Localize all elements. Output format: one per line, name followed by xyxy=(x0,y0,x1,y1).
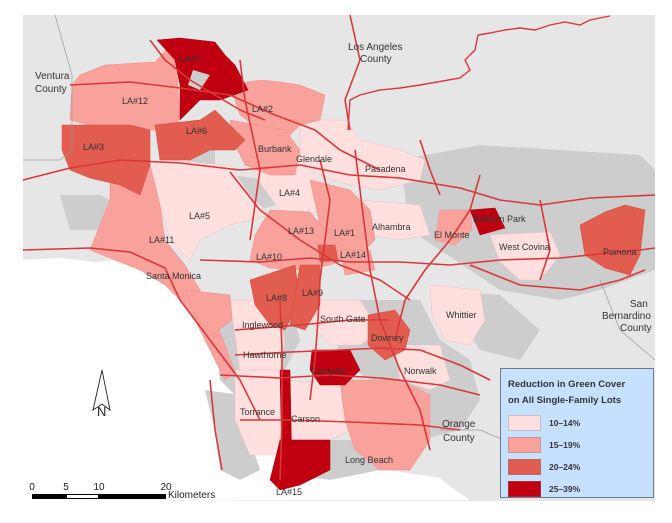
legend-swatch-10-14 xyxy=(508,414,541,431)
legend-item: 15–19% xyxy=(508,434,647,455)
legend-label: 15–19% xyxy=(549,439,581,450)
label-whittier: Whittier xyxy=(446,310,477,320)
label-downey: Downey xyxy=(371,333,404,343)
label-west-covina: West Covina xyxy=(499,242,550,252)
ocean xyxy=(23,258,470,501)
label-carson: Carson xyxy=(291,414,320,424)
label-la15: LA#15 xyxy=(276,487,302,497)
legend-item: 20–24% xyxy=(508,456,647,477)
legend-title-line2: on All Single-Family Lots xyxy=(508,395,622,406)
san-fernando-city xyxy=(188,70,210,90)
label-la3: LA#3 xyxy=(83,142,104,152)
legend-swatch-25-39 xyxy=(508,480,541,497)
label-norwalk: Norwalk xyxy=(404,366,437,376)
label-la14: LA#14 xyxy=(340,250,366,260)
label-la11: LA#11 xyxy=(149,235,174,245)
roads xyxy=(22,14,656,481)
legend-item: 10–14% xyxy=(508,412,647,433)
label-sb-county-2: Bernardino xyxy=(602,311,651,322)
scale-segment-5-10 xyxy=(66,494,99,499)
label-el-monte: El Monte xyxy=(434,230,470,240)
scale-segment-10-20 xyxy=(99,494,166,499)
legend-swatch-15-19 xyxy=(508,436,541,453)
label-la5: LA#5 xyxy=(189,211,210,221)
label-compton: Compton xyxy=(311,366,348,376)
label-la13: LA#13 xyxy=(288,226,314,236)
scale-unit: Kilometers xyxy=(168,490,216,501)
legend: Reduction in Green Cover on All Single-F… xyxy=(500,368,654,498)
label-south-gate: South Gate xyxy=(320,314,366,324)
legend-item: 25–39% xyxy=(508,478,647,499)
north-arrow-label: N xyxy=(97,404,107,419)
label-la10: LA#10 xyxy=(256,252,282,262)
scale-tick-20: 20 xyxy=(160,482,172,493)
scale-tick-10: 10 xyxy=(93,482,105,493)
label-la4: LA#4 xyxy=(279,188,300,198)
label-ventura-county-2: County xyxy=(35,84,67,95)
label-la1: LA#1 xyxy=(334,228,355,238)
scale-segment-0-5 xyxy=(32,494,66,499)
label-long-beach: Long Beach xyxy=(345,455,393,465)
legend-label: 20–24% xyxy=(549,461,581,472)
label-alhambra: Alhambra xyxy=(372,222,411,232)
label-la-county-2: County xyxy=(360,54,392,65)
label-ventura-county: Ventura xyxy=(35,71,70,82)
label-la7: LA#7 xyxy=(180,54,201,64)
legend-label: 10–14% xyxy=(549,417,581,428)
label-hawthorne: Hawthorne xyxy=(243,350,287,360)
label-torrance: Torrance xyxy=(240,407,275,417)
label-baldwin-park: Baldwin Park xyxy=(473,214,526,224)
legend-swatch-20-24 xyxy=(508,458,541,475)
label-orange-county-2: County xyxy=(443,433,475,444)
label-burbank: Burbank xyxy=(258,144,292,154)
label-orange-county: Orange xyxy=(442,419,476,430)
label-inglewood: Inglewood xyxy=(242,320,283,330)
label-la9: LA#9 xyxy=(302,288,323,298)
scale-tick-5: 5 xyxy=(63,482,69,493)
label-la12: LA#12 xyxy=(122,96,148,106)
label-santa-monica: Santa Monica xyxy=(146,271,201,281)
north-arrow-icon xyxy=(92,369,111,412)
label-sb-county-3: County xyxy=(620,323,652,334)
label-pasadena: Pasadena xyxy=(365,164,406,174)
label-la-county: Los Angeles xyxy=(348,42,403,53)
label-la2: LA#2 xyxy=(252,104,273,114)
label-la8: LA#8 xyxy=(266,293,287,303)
label-glendale: Glendale xyxy=(296,154,332,164)
region-labels: LA#7 LA#12 LA#2 LA#3 LA#6 Burbank Glenda… xyxy=(83,54,637,497)
label-pomona: Pomona xyxy=(603,247,637,257)
county-labels: Ventura County Los Angeles County San Be… xyxy=(35,42,652,444)
label-sb-county: San xyxy=(630,299,648,310)
legend-label: 25–39% xyxy=(549,483,581,494)
scale-tick-0: 0 xyxy=(29,482,35,493)
la-county-boundary xyxy=(347,15,611,131)
label-la6: LA#6 xyxy=(186,126,207,136)
legend-title-line1: Reduction in Green Cover xyxy=(508,379,626,390)
